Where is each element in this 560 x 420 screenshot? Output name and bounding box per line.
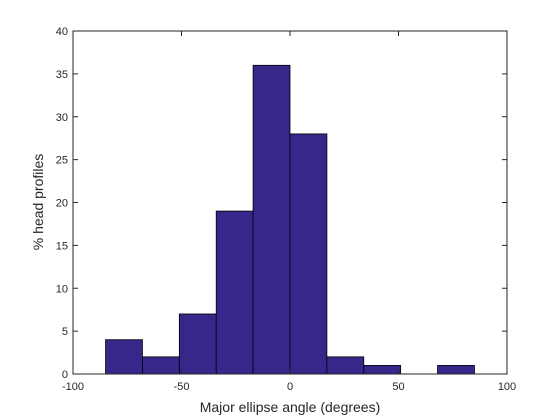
x-tick-label: 100 xyxy=(498,381,516,393)
y-tick-label: 30 xyxy=(56,112,68,124)
histogram-bar xyxy=(105,339,143,375)
y-tick-label: 5 xyxy=(62,326,68,338)
y-tick-label: 0 xyxy=(62,369,68,381)
y-axis-label: % head profiles xyxy=(30,154,46,251)
histogram-bar xyxy=(252,64,291,375)
histogram-bar xyxy=(142,356,180,375)
bars-group xyxy=(105,64,475,375)
y-tick-label: 25 xyxy=(56,155,68,167)
x-tick-label: -100 xyxy=(62,381,84,393)
x-tick-label: 0 xyxy=(287,381,293,393)
x-tick-label: -50 xyxy=(174,381,190,393)
histogram-bar xyxy=(289,133,328,375)
y-tick-label: 35 xyxy=(56,69,68,81)
histogram-bar xyxy=(215,210,254,375)
y-tick-label: 20 xyxy=(56,198,68,210)
plot-frame xyxy=(72,30,508,375)
y-tick-label: 40 xyxy=(56,26,68,38)
ticks-group: -100 -50 0 50 100 0 5 10 15 20 25 30 35 40 xyxy=(56,26,516,393)
histogram-bar xyxy=(326,356,365,375)
x-axis-label: Major ellipse angle (degrees) xyxy=(200,399,381,415)
x-tick-label: 50 xyxy=(392,381,404,393)
histogram-bar xyxy=(178,313,217,375)
y-tick-label: 15 xyxy=(56,240,68,252)
histogram-bar xyxy=(363,365,402,375)
histogram-bar xyxy=(437,365,475,375)
y-tick-label: 10 xyxy=(56,283,68,295)
